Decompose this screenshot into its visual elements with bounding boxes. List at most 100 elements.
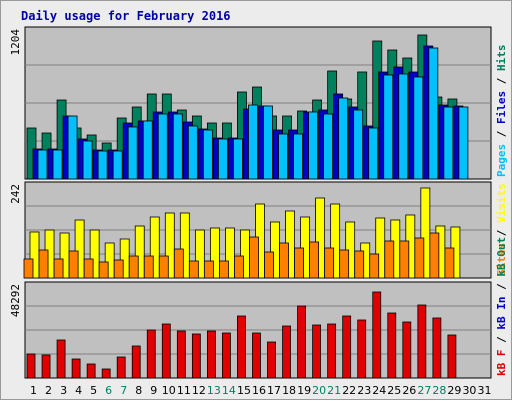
x-tick-label: 4	[75, 384, 82, 397]
bar-visits-visits-day-13	[209, 227, 220, 279]
x-tick-label: 17	[267, 384, 281, 397]
x-tick-label: 23	[357, 384, 371, 397]
bar-hits-pages-day-15	[248, 104, 258, 180]
bar-hits-pages-day-23	[368, 127, 379, 180]
bar-kbytes-kb-f-day-17	[267, 341, 276, 379]
bar-hits-pages-day-20	[323, 113, 334, 180]
panel-kbytes-ymax-label: 48292	[9, 284, 22, 317]
x-tick-label: 22	[342, 384, 356, 397]
bar-visits-sites-day-29	[444, 247, 455, 279]
bar-kbytes-kb-f-day-13	[206, 330, 216, 379]
bar-kbytes-kb-f-day-7	[116, 356, 126, 379]
x-tick-label: 15	[237, 384, 251, 397]
bar-hits-pages-day-21	[338, 97, 349, 180]
bar-kbytes-kb-f-day-11	[176, 330, 186, 379]
x-tick-label: 7	[120, 384, 127, 397]
x-tick-label: 31	[477, 384, 491, 397]
x-tick-label: 8	[135, 384, 142, 397]
bar-hits-pages-day-16	[263, 105, 273, 180]
side-legend-part: kB In	[495, 297, 508, 330]
bar-kbytes-kb-f-day-27	[417, 304, 427, 379]
bar-kbytes-kb-f-day-8	[131, 345, 141, 379]
bar-visits-sites-day-4	[68, 250, 79, 279]
side-legend-part: Sites	[495, 243, 508, 276]
bar-visits-visits-day-4	[74, 219, 85, 279]
bar-kbytes-kb-f-day-6	[101, 368, 111, 379]
bar-hits-pages-day-25	[398, 73, 409, 180]
x-tick-label: 5	[90, 384, 97, 397]
bar-visits-sites-day-17	[264, 251, 274, 279]
side-legend-part: Files	[495, 91, 508, 124]
bar-kbytes-kb-f-day-2	[41, 354, 51, 379]
x-tick-label: 20	[312, 384, 326, 397]
x-tick-label: 3	[60, 384, 67, 397]
bar-visits-sites-day-11	[173, 248, 184, 279]
bar-hits-pages-day-13	[217, 138, 228, 180]
bar-kbytes-kb-f-day-22	[342, 315, 352, 379]
bar-hits-pages-day-2	[52, 149, 63, 180]
panel-kbytes-side-legend: kB F / kB In / kB Out	[495, 237, 508, 376]
bar-hits-pages-day-22	[353, 109, 364, 180]
x-tick-label: 27	[417, 384, 431, 397]
bar-visits-sites-day-6	[98, 261, 109, 279]
bar-kbytes-kb-f-day-5	[86, 363, 96, 379]
bar-visits-sites-day-15	[234, 255, 244, 279]
bar-visits-sites-day-21	[324, 247, 335, 279]
bar-kbytes-kb-f-day-26	[402, 321, 412, 379]
x-tick-label: 1	[30, 384, 37, 397]
x-tick-label: 11	[177, 384, 191, 397]
side-legend-part: Pages	[495, 144, 508, 177]
side-legend-part: /	[495, 71, 508, 91]
bar-hits-pages-day-12	[202, 129, 213, 180]
bar-visits-sites-day-7	[113, 259, 124, 279]
x-tick-label: 13	[207, 384, 221, 397]
bar-kbytes-kb-f-day-4	[71, 358, 81, 379]
bar-hits-pages-day-6	[112, 150, 123, 180]
side-legend-part: kB Out	[495, 237, 508, 277]
bar-hits-pages-day-5	[97, 150, 108, 180]
side-legend-part: /	[495, 277, 508, 297]
bar-hits-pages-day-4	[82, 140, 93, 180]
x-tick-label: 25	[387, 384, 401, 397]
bar-hits-pages-day-18	[293, 133, 303, 180]
bar-visits-sites-day-1	[23, 258, 34, 279]
bar-visits-visits-day-5	[89, 229, 100, 279]
bar-hits-pages-day-3	[67, 115, 78, 180]
bar-kbytes-kb-f-day-23	[357, 319, 367, 379]
bar-visits-sites-day-12	[188, 260, 199, 279]
bar-kbytes-kb-f-day-25	[387, 312, 397, 379]
bar-hits-pages-day-26	[413, 76, 424, 180]
bar-hits-pages-day-1	[37, 149, 48, 180]
x-tick-label: 18	[282, 384, 296, 397]
bar-visits-sites-day-18	[279, 242, 289, 279]
bar-visits-visits-day-12	[194, 229, 205, 279]
bar-visits-sites-day-23	[354, 250, 365, 279]
side-legend-part: /	[495, 223, 508, 243]
bar-visits-visits-day-9	[149, 216, 160, 279]
bar-visits-visits-day-10	[164, 212, 175, 279]
bar-kbytes-kb-f-day-15	[237, 315, 246, 379]
x-tick-label: 24	[372, 384, 386, 397]
bar-visits-visits-day-8	[134, 225, 145, 279]
x-tick-label: 16	[252, 384, 266, 397]
bar-hits-pages-day-11	[187, 125, 198, 180]
bar-hits-pages-day-9	[157, 113, 168, 180]
bar-kbytes-kb-f-day-24	[372, 291, 382, 379]
bar-kbytes-kb-f-day-3	[56, 339, 66, 379]
panel-visits-ymax-label: 242	[9, 184, 22, 204]
bar-hits-pages-day-14	[233, 138, 243, 180]
side-legend-part: Hits	[495, 45, 508, 72]
bar-kbytes-kb-f-day-14	[222, 332, 231, 379]
bar-kbytes-kb-f-day-12	[191, 333, 201, 379]
side-legend-part: /	[495, 330, 508, 350]
bar-visits-visits-day-20	[315, 197, 326, 279]
x-tick-label: 10	[162, 384, 176, 397]
x-tick-label: 14	[222, 384, 236, 397]
bar-kbytes-kb-f-day-9	[146, 329, 156, 379]
bar-visits-sites-day-14	[219, 260, 229, 279]
bar-visits-sites-day-27	[414, 237, 425, 279]
x-tick-label: 12	[192, 384, 206, 397]
bar-visits-sites-day-28	[429, 232, 440, 279]
